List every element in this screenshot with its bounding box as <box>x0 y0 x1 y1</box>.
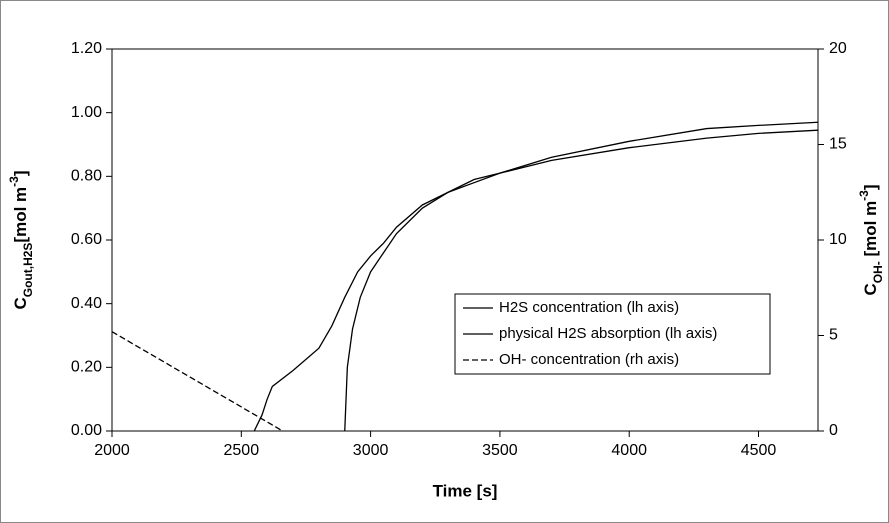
x-tick-label: 4500 <box>741 442 777 459</box>
y-tick-label: 0.60 <box>71 231 102 248</box>
y2-tick-label: 5 <box>829 327 838 344</box>
series-line <box>344 121 819 432</box>
x-tick-label: 2500 <box>224 442 260 459</box>
y2-axis-title: COH- [mol m-3] <box>857 184 885 295</box>
legend-box <box>454 293 771 375</box>
y-axis-title-part: C <box>11 297 30 309</box>
y-tick-label: 0.40 <box>71 295 102 312</box>
y2-tick-label: 0 <box>829 422 838 439</box>
x-tick-label: 4000 <box>611 442 647 459</box>
legend-label: OH- concentration (rh axis) <box>499 351 679 368</box>
y-tick-label: 1.20 <box>71 40 102 57</box>
x-tick-label: 2000 <box>94 442 130 459</box>
y-axis-title-part: -3 <box>7 176 21 187</box>
series-line <box>111 331 284 432</box>
y-tick-label: 1.00 <box>71 104 102 121</box>
y-tick-label: 0.20 <box>71 359 102 376</box>
y2-tick-label: 20 <box>829 40 847 57</box>
y2-axis-title-part: OH- <box>871 261 885 283</box>
y-axis-title: CGout,H2S[mol m-3] <box>7 170 35 309</box>
legend-label: H2S concentration (lh axis) <box>499 299 679 316</box>
x-tick-label: 3500 <box>482 442 518 459</box>
y-axis-title-part: [mol m <box>11 187 30 243</box>
x-axis-title: Time [s] <box>433 481 498 500</box>
y2-tick-label: 15 <box>829 136 847 153</box>
y2-tick-label: 10 <box>829 231 847 248</box>
y-tick-label: 0.80 <box>71 168 102 185</box>
y2-axis-title-part: -3 <box>857 190 871 201</box>
y2-axis-title-part: C <box>861 283 880 295</box>
x-tick-label: 3000 <box>353 442 389 459</box>
y-axis-title-part: ] <box>11 170 30 176</box>
series-line <box>253 129 819 432</box>
y-tick-label: 0.00 <box>71 422 102 439</box>
y2-axis-title-part: [mol m <box>861 201 880 261</box>
y2-axis-title-part: ] <box>861 184 880 190</box>
legend-label: physical H2S absorption (lh axis) <box>499 325 717 342</box>
y-axis-title-part: Gout,H2S <box>21 243 35 298</box>
